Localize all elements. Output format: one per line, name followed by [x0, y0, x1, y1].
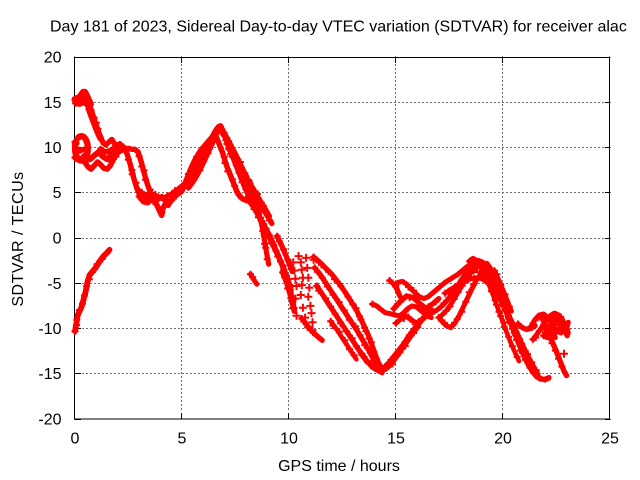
svg-text:5: 5	[178, 431, 187, 448]
svg-text:Day 181 of 2023, Sidereal Day-: Day 181 of 2023, Sidereal Day-to-day VTE…	[50, 19, 627, 36]
svg-text:-5: -5	[47, 276, 61, 293]
svg-text:-20: -20	[38, 412, 61, 429]
svg-text:-10: -10	[38, 321, 61, 338]
svg-text:0: 0	[53, 231, 62, 248]
svg-text:0: 0	[71, 431, 80, 448]
svg-text:25: 25	[601, 431, 619, 448]
svg-text:10: 10	[44, 140, 62, 157]
svg-text:SDTVAR / TECUs: SDTVAR / TECUs	[10, 171, 27, 306]
svg-text:15: 15	[44, 95, 62, 112]
svg-text:10: 10	[280, 431, 298, 448]
svg-text:15: 15	[387, 431, 405, 448]
svg-text:20: 20	[44, 50, 62, 67]
svg-text:5: 5	[53, 185, 62, 202]
svg-text:-15: -15	[38, 366, 61, 383]
svg-text:20: 20	[494, 431, 512, 448]
svg-text:GPS time / hours: GPS time / hours	[278, 458, 400, 475]
